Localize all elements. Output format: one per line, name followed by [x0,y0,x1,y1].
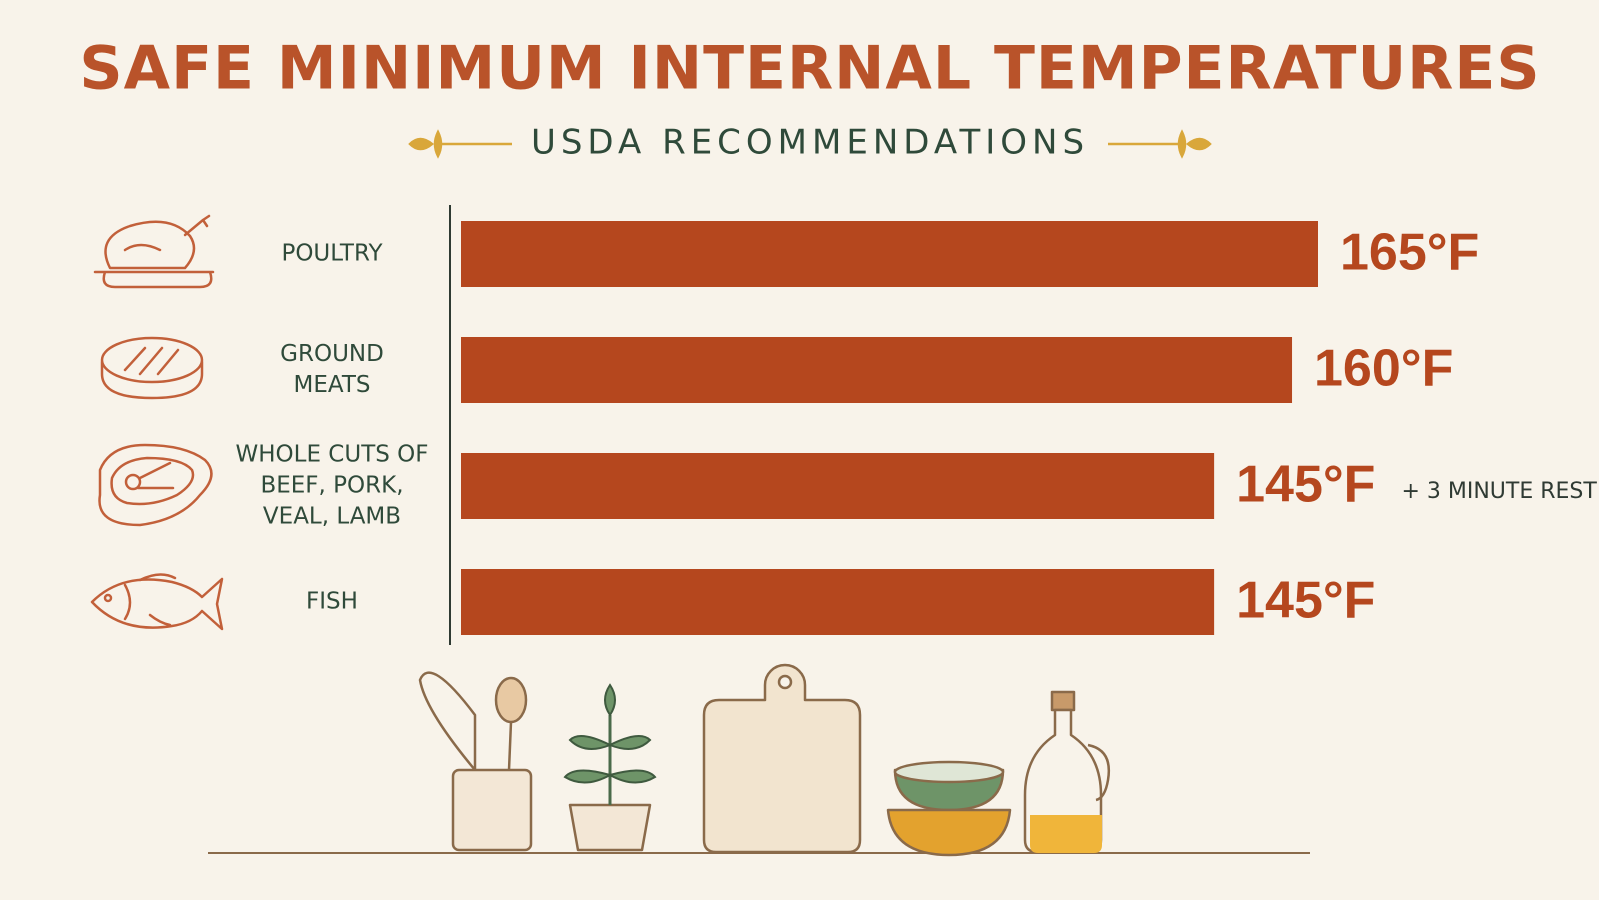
bar [461,221,1318,287]
chart-subtitle: USDA RECOMMENDATIONS [531,123,1089,163]
value-label: 145°F [1236,456,1375,514]
category-label: GROUND MEATS [280,341,384,398]
utensil-holder [418,671,533,852]
value-label: 160°F [1314,340,1453,398]
fish-icon [90,573,224,631]
bar [461,453,1215,519]
oil-bottle [1023,690,1111,854]
cutting-board [702,663,862,854]
value-label: 165°F [1340,224,1479,282]
category-label: POULTRY [281,240,383,267]
category-label: FISH [306,588,358,615]
poultry-icon [93,214,215,289]
category-label: WHOLE CUTS OF BEEF, PORK, VEAL, LAMB [235,441,429,530]
value-label: 145°F [1236,572,1375,630]
chart-title: SAFE MINIMUM INTERNAL TEMPERATURES [79,34,1540,104]
bar [461,569,1215,635]
bar [461,337,1293,403]
ornament [408,129,1212,159]
plant [563,683,657,852]
annotation: + 3 MINUTE REST [1401,479,1597,504]
bowls [886,760,1012,857]
steak-icon [98,443,213,527]
patty-icon [100,336,204,400]
